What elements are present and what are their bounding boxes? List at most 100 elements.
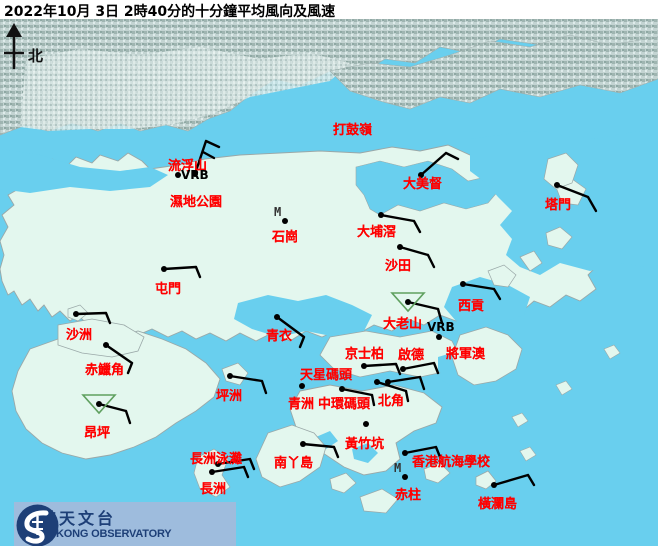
station-label[interactable]: 長洲泳灘 [190, 452, 243, 467]
barb-cheung-chau [210, 465, 250, 479]
map-canvas[interactable]: 打鼓嶺流浮山濕地公園 VRB 大美督塔門石崗 M 大埔滘沙田屯門西貢沙洲 青衣 大老山將軍澳… [0, 19, 658, 546]
station-label[interactable]: 屯門 [155, 282, 182, 297]
station-dot [363, 421, 369, 427]
tolo-harbour [355, 160, 501, 216]
station-label[interactable]: 沙洲 [66, 328, 93, 343]
chek-lap-kok-airport [57, 318, 145, 358]
station-dot [400, 366, 406, 372]
station-dot [96, 401, 102, 407]
station-dot [554, 182, 560, 188]
station-label[interactable]: 京士柏 [345, 347, 385, 362]
station-dot [436, 334, 442, 340]
station-label[interactable]: 將軍澳 [446, 347, 486, 362]
station-dot [402, 474, 408, 480]
gale-triangle-layer [81, 292, 426, 415]
barb-hk-sea-school [403, 445, 442, 459]
station-label[interactable]: 塔門 [545, 198, 572, 213]
barb-waglan [492, 473, 536, 487]
barb-north-point [375, 380, 410, 403]
station-dot [299, 383, 305, 389]
station-label[interactable]: 南丫島 [274, 456, 314, 471]
station-label[interactable]: 沙田 [385, 259, 412, 274]
clear-water-bay-peninsula [451, 326, 523, 386]
deep-bay-inlet [0, 149, 168, 193]
station-dot [300, 441, 306, 447]
station-label[interactable]: 石崗 [272, 230, 299, 245]
station-dot [339, 386, 345, 392]
station-dot [460, 281, 466, 287]
station-dot [274, 314, 280, 320]
barb-tap-mun [555, 183, 598, 213]
station-dot [215, 461, 221, 467]
station-dot [73, 311, 79, 317]
barb-lamma [301, 442, 340, 459]
station-label[interactable]: 橫瀾島 [478, 497, 518, 512]
station-dot [397, 244, 403, 250]
barb-tates-cairn [406, 300, 444, 325]
station-label[interactable]: 大老山 [383, 317, 423, 332]
shenzhen-coast [329, 34, 658, 110]
station-label[interactable]: 香港航海學校 [412, 455, 491, 470]
barb-sha-tin [398, 245, 436, 269]
station-dot [227, 373, 233, 379]
barb-peng-chau [228, 374, 268, 395]
station-dot [385, 379, 391, 385]
barb-ngong-ping [97, 402, 132, 425]
station-label[interactable]: 北角 [378, 394, 405, 409]
map-geography [0, 19, 658, 546]
station-label[interactable]: 啟德 [398, 348, 425, 363]
station-label[interactable]: 赤鱲角 [85, 363, 125, 378]
variable-wind-marker: VRB [181, 168, 209, 182]
station-label[interactable]: 赤柱 [395, 488, 422, 503]
barb-tsing-yi [275, 315, 306, 349]
variable-wind-marker: VRB [427, 320, 455, 334]
station-label[interactable]: 濕地公園 [170, 195, 223, 210]
lamma-island [255, 424, 327, 488]
barb-lau-fau-shan [193, 139, 221, 176]
hk-island-bays [316, 431, 378, 463]
barb-tuen-mun [162, 265, 202, 279]
wind-barb-layer [74, 139, 598, 487]
missing-data-marker: M [394, 461, 402, 475]
station-dot [402, 450, 408, 456]
tap-mun-island [543, 152, 579, 190]
barb-tai-mei-tuk [419, 151, 460, 177]
southern-islets [329, 462, 451, 514]
station-dot [361, 363, 367, 369]
station-label[interactable]: 流浮山 [168, 159, 208, 174]
gale-triangle-icon-ngong-ping [81, 394, 117, 415]
station-label[interactable]: 大埔滘 [357, 225, 397, 240]
station-label[interactable]: 坪洲 [216, 389, 243, 404]
station-dot [405, 299, 411, 305]
port-shelter [444, 277, 530, 323]
station-label[interactable]: 昂坪 [84, 426, 111, 441]
station-label[interactable]: 大美督 [403, 177, 443, 192]
barb-kai-tak [401, 361, 440, 375]
barb-cheung-chau-beach [216, 457, 256, 471]
barb-star-ferry [386, 375, 426, 391]
gale-triangle-icon-tates-cairn [390, 292, 426, 313]
station-dot [491, 482, 497, 488]
station-label[interactable]: 黃竹坑 [345, 437, 385, 452]
north-arrow-icon [4, 23, 24, 69]
station-dot [378, 212, 384, 218]
sai-kung-islands [487, 178, 587, 288]
hko-logo: 香港天文台 HONG KONG OBSERVATORY [14, 502, 236, 546]
station-dot [282, 218, 288, 224]
station-label[interactable]: 青洲 [288, 397, 315, 412]
station-label[interactable]: 長洲 [200, 482, 227, 497]
station-dot [209, 469, 215, 475]
station-dot [161, 266, 167, 272]
barb-sha-chau [74, 311, 112, 325]
barb-kings-park [362, 362, 402, 376]
station-label[interactable]: 打鼓嶺 [333, 123, 373, 138]
station-label[interactable]: 青衣 [266, 329, 293, 344]
station-label[interactable]: 西貢 [458, 299, 485, 314]
station-dot [374, 379, 380, 385]
title-bar: 2022年10月 3日 2時40分的十分鐘平均風向及風速 [0, 0, 658, 20]
station-dot [418, 172, 424, 178]
barb-sai-kung [461, 282, 502, 301]
station-label[interactable]: 中環碼頭 [318, 397, 371, 412]
station-label[interactable]: 天星碼頭 [300, 368, 353, 383]
